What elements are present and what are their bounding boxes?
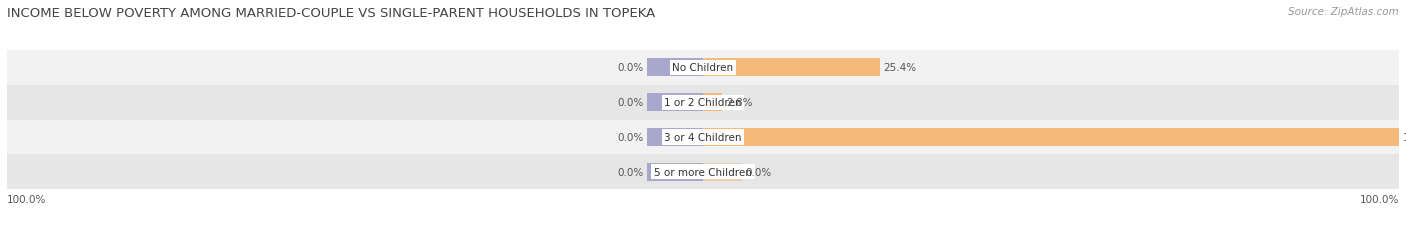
Bar [7,85,1399,120]
Text: 25.4%: 25.4% [883,63,917,73]
Text: 100.0%: 100.0% [1360,195,1399,205]
Bar [703,128,1399,146]
Bar [647,59,703,77]
Bar [647,128,703,146]
Bar [703,163,742,181]
Text: No Children: No Children [672,63,734,73]
Text: Source: ZipAtlas.com: Source: ZipAtlas.com [1288,7,1399,17]
Text: 3 or 4 Children: 3 or 4 Children [664,132,742,143]
Bar [647,163,703,181]
Text: 0.0%: 0.0% [617,167,644,177]
Text: 5 or more Children: 5 or more Children [654,167,752,177]
Text: 1 or 2 Children: 1 or 2 Children [664,98,742,108]
Text: 0.0%: 0.0% [617,132,644,143]
Text: 100.0%: 100.0% [1402,132,1406,143]
Text: 0.0%: 0.0% [617,98,644,108]
Text: 100.0%: 100.0% [7,195,46,205]
Bar [703,94,723,112]
Text: 0.0%: 0.0% [745,167,772,177]
Bar [703,59,880,77]
Bar [647,94,703,112]
Text: 0.0%: 0.0% [617,63,644,73]
Bar [7,51,1399,85]
Bar [7,155,1399,189]
Text: 2.8%: 2.8% [725,98,752,108]
Bar [7,120,1399,155]
Text: INCOME BELOW POVERTY AMONG MARRIED-COUPLE VS SINGLE-PARENT HOUSEHOLDS IN TOPEKA: INCOME BELOW POVERTY AMONG MARRIED-COUPL… [7,7,655,20]
